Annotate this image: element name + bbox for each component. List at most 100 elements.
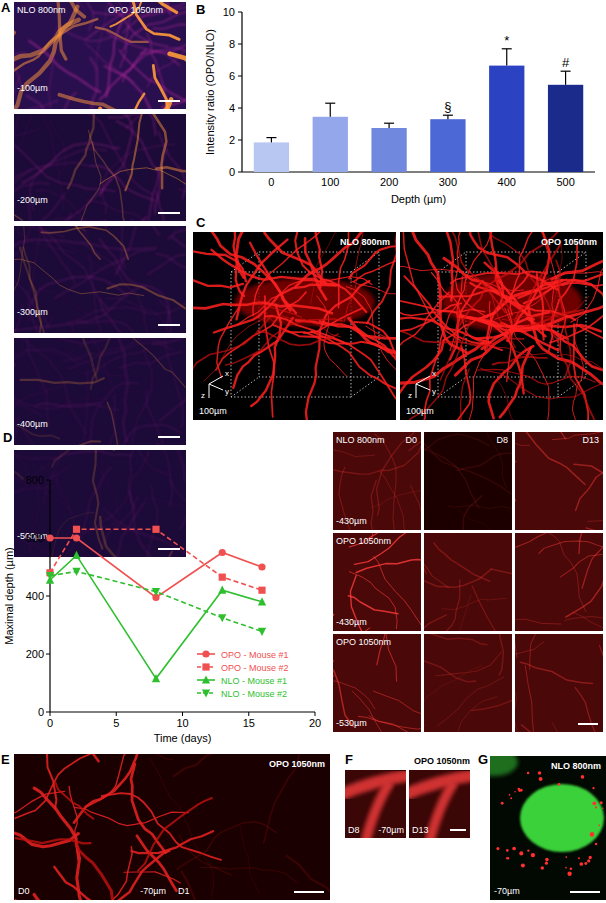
red-dot: [584, 862, 587, 865]
image-bg: [490, 756, 606, 900]
error-cap: [325, 103, 335, 104]
error-cap: [561, 71, 571, 72]
vessel: [177, 822, 276, 869]
vessel: [142, 498, 186, 531]
image-label: OPO 1050nm: [336, 536, 391, 546]
vessel: [14, 19, 97, 81]
y-axis-title: Maximal depth (µm): [3, 547, 15, 644]
vessel: [116, 226, 152, 275]
marker: [218, 586, 226, 594]
scale-label: 100µm: [199, 406, 227, 416]
marker: [219, 549, 226, 556]
vessel: [107, 284, 186, 322]
image-tile: [14, 2, 186, 109]
vessel: [14, 407, 85, 445]
y-tick-label: 600: [26, 532, 44, 544]
vessel: [349, 318, 396, 355]
vessel: [374, 556, 421, 631]
vessel: [14, 193, 16, 204]
image-bg: [333, 533, 421, 631]
scale-bar: [158, 548, 180, 550]
x-tick-label: 0: [47, 717, 53, 729]
error-bar: [561, 71, 571, 85]
vessel: [452, 697, 497, 732]
image-label: OPO 1050nm: [414, 756, 470, 766]
vessel: [53, 451, 131, 460]
vessel: [320, 321, 396, 414]
day-label: D0: [18, 886, 30, 896]
vessel: [47, 754, 73, 809]
vessel: [109, 3, 169, 47]
vessel: [14, 33, 15, 58]
vessel: [193, 318, 269, 398]
vessel: [14, 450, 55, 461]
vessel: [159, 368, 186, 421]
vessel: [14, 256, 143, 295]
orientation-axes: [209, 376, 223, 398]
box-edge: [351, 377, 379, 397]
vessel: [138, 798, 212, 871]
vessel: [515, 554, 561, 624]
vessel: [14, 7, 77, 109]
vessel: [19, 349, 128, 409]
vessel: [574, 464, 603, 530]
marker: [152, 588, 160, 596]
scale-bar: [158, 436, 180, 438]
y-tick: [46, 596, 50, 597]
error-cap: [443, 115, 453, 116]
red-dot: [520, 789, 523, 792]
vessel: [204, 316, 341, 381]
vessel: [573, 612, 603, 631]
y-tick: [46, 654, 50, 655]
vessel: [14, 900, 33, 901]
vessel: [599, 645, 603, 726]
image-cell: [424, 533, 512, 631]
vessel: [14, 226, 64, 237]
vessel: [217, 309, 238, 378]
red-dot: [506, 857, 508, 859]
vessel: [436, 652, 502, 676]
red-dot: [521, 863, 525, 867]
vessel: [55, 782, 93, 818]
error-bar: [502, 49, 512, 66]
scale-bar: [158, 212, 180, 214]
vessel: [170, 479, 186, 523]
vessel: [54, 867, 131, 900]
y-tick-label: 0: [229, 166, 235, 178]
red-dot: [600, 801, 603, 804]
vessel: [130, 217, 146, 221]
green-blob: [520, 784, 604, 852]
error-line: [565, 71, 566, 85]
error-line: [388, 123, 389, 128]
red-dot: [545, 858, 549, 862]
vessel: [576, 325, 603, 420]
x-tick-label: 500: [556, 176, 574, 188]
red-dot: [592, 801, 596, 805]
vessel: [333, 614, 334, 631]
vessel: [68, 343, 175, 369]
vessel: [409, 775, 470, 795]
vessel: [379, 471, 413, 530]
red-dot: [538, 771, 542, 775]
vessel: [14, 226, 51, 290]
marker: [258, 628, 266, 636]
x-tick-label: 300: [439, 176, 457, 188]
y-tick-label: 10: [223, 6, 235, 18]
vessel: [333, 628, 370, 631]
vessel: [507, 510, 512, 531]
vessel: [85, 395, 115, 445]
marker: [258, 587, 265, 594]
vessel: [153, 66, 167, 110]
marker: [219, 574, 226, 581]
image-tile: [14, 114, 186, 221]
vessel: [525, 666, 579, 733]
x-tick-label: 20: [309, 717, 321, 729]
red-dot: [531, 853, 535, 857]
red-dot: [581, 775, 585, 779]
vessel: [304, 309, 362, 334]
bar: [371, 128, 406, 172]
vessel: [14, 114, 15, 153]
y-axis: [241, 12, 242, 172]
vessel: [14, 240, 157, 251]
panel-letter: G: [478, 752, 488, 767]
